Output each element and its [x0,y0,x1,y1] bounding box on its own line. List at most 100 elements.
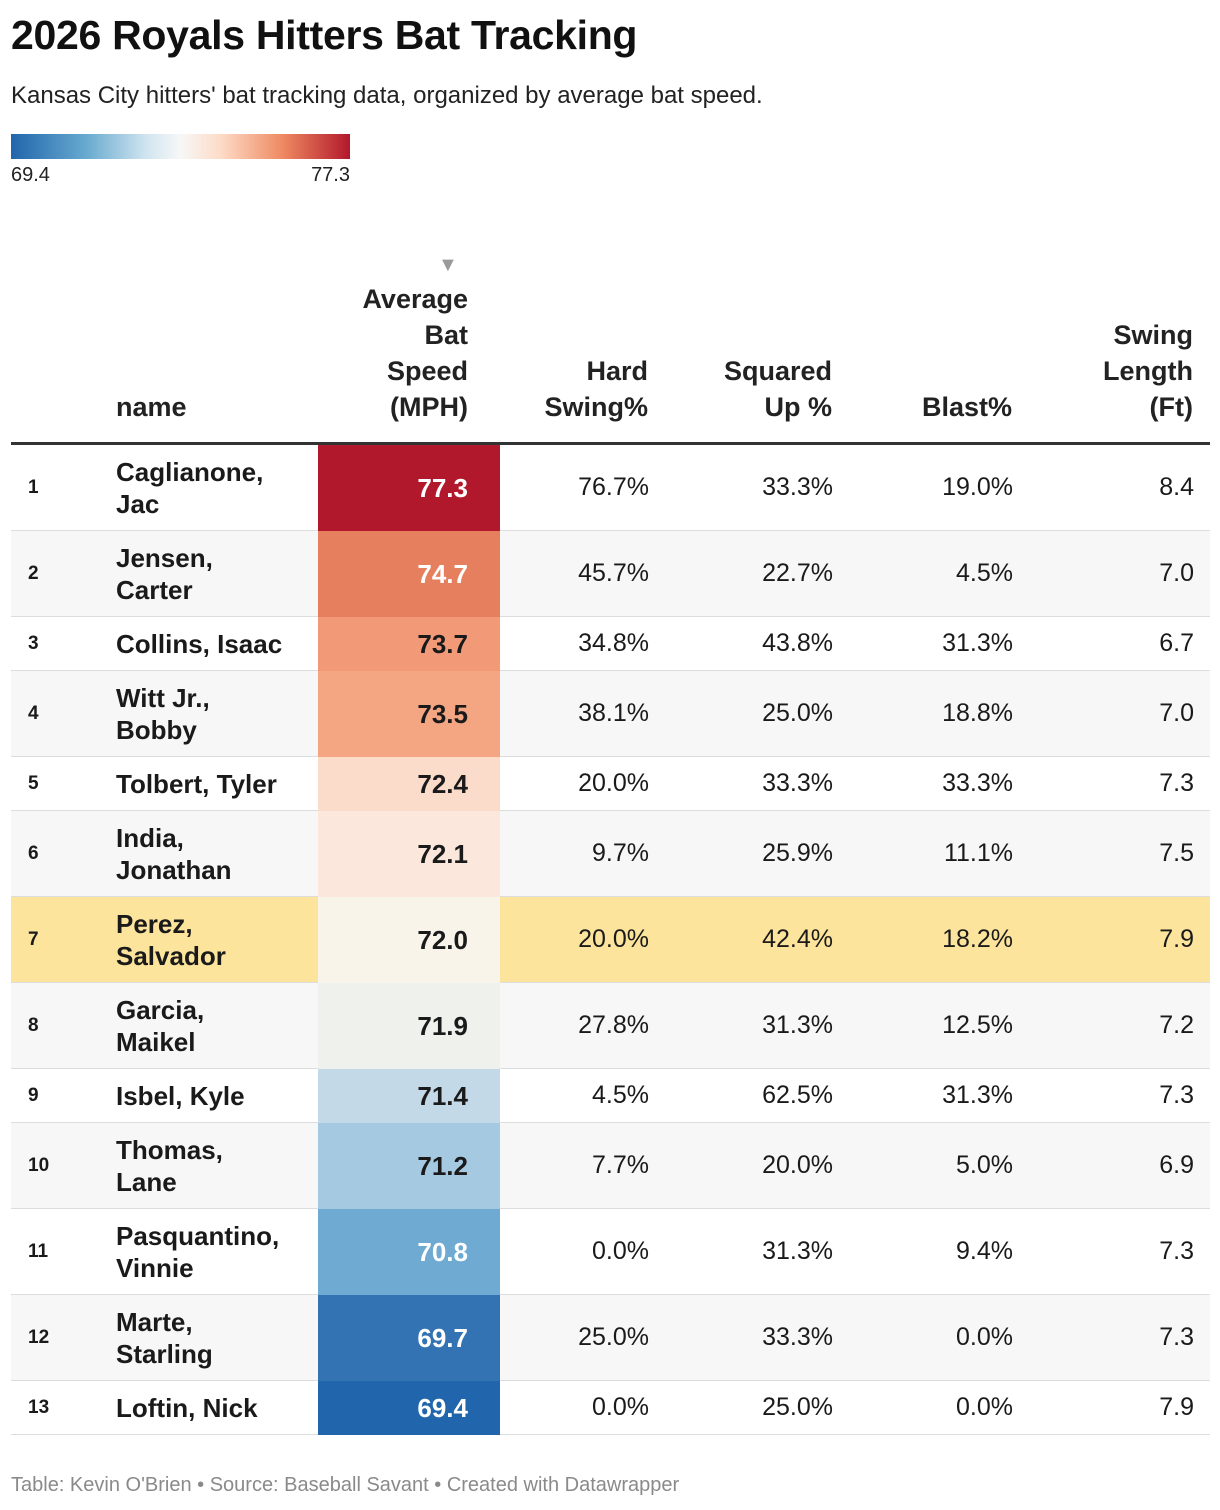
squared-up-cell: 31.3% [762,1011,833,1039]
footer-credits: Table: Kevin O'Brien • Source: Baseball … [11,1474,680,1496]
table-row[interactable]: 11 Pasquantino, Vinnie 70.8 0.0% 31.3% 9.4% 7.3 [11,1209,1210,1295]
hard-swing-cell: 20.0% [578,925,649,953]
header-line: (Ft) [1149,392,1193,422]
squared-up-cell: 25.0% [762,699,833,727]
player-name-cell: Tolbert, Tyler [116,757,316,810]
blast-cell: 0.0% [956,1393,1013,1421]
rank-cell: 12 [28,1326,50,1348]
header-blast[interactable]: Blast% [921,392,1012,422]
player-name-cell: Witt Jr., Bobby [116,671,316,756]
player-name-line: India, [116,822,184,853]
rank-cell: 4 [28,702,39,724]
hard-swing-cell: 76.7% [578,473,649,501]
header-line: Squared [723,356,832,386]
player-name-line: Perez, [116,908,193,939]
hard-swing-cell: 38.1% [578,699,649,727]
player-name-cell: Collins, Isaac [116,617,316,670]
header-hard-swing[interactable]: Hard Swing% [544,353,648,425]
player-name-line: Tolbert, Tyler [116,768,277,799]
hard-swing-cell: 27.8% [578,1011,649,1039]
swing-length-cell: 7.5 [1159,839,1194,867]
header-line: Bat [424,320,468,350]
player-name-line: Isbel, Kyle [116,1080,245,1111]
blast-cell: 18.8% [942,699,1013,727]
header-line: Speed [386,356,468,386]
hard-swing-cell: 0.0% [592,1237,649,1265]
table-row[interactable]: 12 Marte, Starling 69.7 25.0% 33.3% 0.0% 7.3 [11,1295,1210,1381]
table-row[interactable]: 5 Tolbert, Tyler 72.4 20.0% 33.3% 33.3% 7.3 [11,757,1210,811]
swing-length-cell: 7.9 [1159,1393,1194,1421]
player-name-cell: Thomas, Lane [116,1123,316,1208]
table-row[interactable]: 4 Witt Jr., Bobby 73.5 38.1% 25.0% 18.8% 7.0 [11,671,1210,757]
swing-length-cell: 7.2 [1159,1011,1194,1039]
player-name-line: Witt Jr., [116,682,210,713]
player-name-cell: Jensen, Carter [116,531,316,616]
header-swing-length[interactable]: Swing Length (Ft) [1103,317,1193,425]
rank-cell: 11 [28,1240,49,1262]
player-name-line: Collins, Isaac [116,628,283,659]
blast-cell: 5.0% [956,1151,1013,1179]
table-row[interactable]: 3 Collins, Isaac 73.7 34.8% 43.8% 31.3% 6.7 [11,617,1210,671]
swing-length-cell: 7.9 [1159,925,1194,953]
squared-up-cell: 33.3% [762,769,833,797]
bat-speed-cell: 71.4 [318,1069,500,1123]
bat-speed-cell: 71.2 [318,1123,500,1209]
header-average-bat-speed[interactable]: Average Bat Speed (MPH) [362,281,468,425]
player-name-line: Jac [116,488,160,519]
bat-speed-cell: 73.5 [318,671,500,757]
player-name-line: Caglianone, [116,456,264,487]
blast-cell: 12.5% [942,1011,1013,1039]
player-name-cell: Caglianone, Jac [116,445,316,530]
hard-swing-cell: 0.0% [592,1393,649,1421]
squared-up-cell: 42.4% [762,925,833,953]
player-name-cell: India, Jonathan [116,811,316,896]
hard-swing-cell: 9.7% [592,839,649,867]
legend-max-label: 77.3 [311,164,350,186]
table-row[interactable]: 7 Perez, Salvador 72.0 20.0% 42.4% 18.2% 7.9 [11,897,1210,983]
sort-descending-icon: ▼ [438,254,458,276]
player-name-line: Carter [116,574,193,605]
bat-speed-cell: 69.4 [318,1381,500,1435]
table-row[interactable]: 9 Isbel, Kyle 71.4 4.5% 62.5% 31.3% 7.3 [11,1069,1210,1123]
blast-cell: 9.4% [956,1237,1013,1265]
player-name-cell: Marte, Starling [116,1295,316,1380]
table-row[interactable]: 8 Garcia, Maikel 71.9 27.8% 31.3% 12.5% 7.2 [11,983,1210,1069]
header-name[interactable]: name [116,392,187,422]
bat-speed-cell: 72.0 [318,897,500,983]
player-name-line: Jensen, [116,542,213,573]
bat-speed-cell: 72.1 [318,811,500,897]
blast-cell: 31.3% [942,1081,1013,1109]
player-name-line: Vinnie [116,1252,194,1283]
header-squared-up[interactable]: Squared Up % [724,353,832,425]
swing-length-cell: 7.3 [1159,1081,1194,1109]
rank-cell: 3 [28,632,39,654]
player-name-cell: Garcia, Maikel [116,983,316,1068]
player-name-line: Starling [116,1338,213,1369]
swing-length-cell: 6.9 [1159,1151,1194,1179]
bat-speed-cell: 71.9 [318,983,500,1069]
squared-up-cell: 33.3% [762,1323,833,1351]
bat-speed-cell: 74.7 [318,531,500,617]
rank-cell: 2 [28,562,39,584]
swing-length-cell: 7.3 [1159,769,1194,797]
header-line: Average [362,284,468,314]
rank-cell: 5 [28,772,39,794]
blast-cell: 31.3% [942,629,1013,657]
blast-cell: 0.0% [956,1323,1013,1351]
table-row[interactable]: 2 Jensen, Carter 74.7 45.7% 22.7% 4.5% 7.0 [11,531,1210,617]
table-row[interactable]: 1 Caglianone, Jac 77.3 76.7% 33.3% 19.0% 8.4 [11,445,1210,531]
header-line: Length [1103,356,1193,386]
bat-speed-cell: 73.7 [318,617,500,671]
player-name-line: Maikel [116,1026,196,1057]
table-row[interactable]: 10 Thomas, Lane 71.2 7.7% 20.0% 5.0% 6.9 [11,1123,1210,1209]
swing-length-cell: 7.3 [1159,1323,1194,1351]
squared-up-cell: 43.8% [762,629,833,657]
table-row[interactable]: 6 India, Jonathan 72.1 9.7% 25.9% 11.1% 7.5 [11,811,1210,897]
player-name-line: Salvador [116,940,226,971]
squared-up-cell: 25.9% [762,839,833,867]
player-name-line: Pasquantino, [116,1220,280,1251]
player-name-line: Marte, [116,1306,193,1337]
swing-length-cell: 8.4 [1159,473,1194,501]
table-row[interactable]: 13 Loftin, Nick 69.4 0.0% 25.0% 0.0% 7.9 [11,1381,1210,1435]
blast-cell: 19.0% [942,473,1013,501]
